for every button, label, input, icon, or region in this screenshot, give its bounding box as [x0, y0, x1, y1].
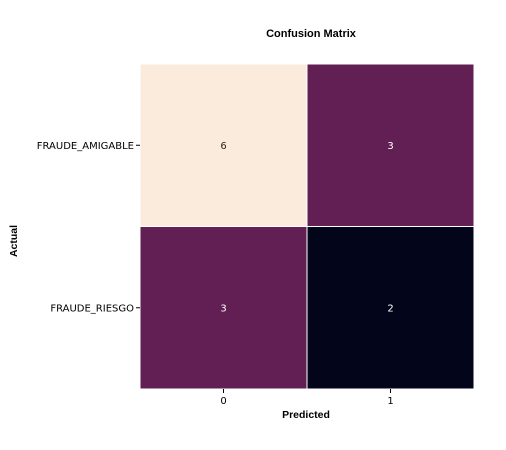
y-axis-label: Actual	[8, 225, 20, 257]
heatmap-cell-r0-c1	[306, 63, 475, 227]
x-tick-label: 0	[220, 396, 226, 407]
y-axis-ticks: FRAUDE_AMIGABLE FRAUDE_RIESGO	[37, 141, 140, 314]
y-tick-label: FRAUDE_RIESGO	[50, 303, 134, 314]
y-tick-label: FRAUDE_AMIGABLE	[37, 141, 134, 152]
x-tick-label: 1	[387, 396, 393, 407]
cell-annotation: 3	[220, 303, 226, 314]
chart-title: Confusion Matrix	[266, 28, 357, 40]
cell-annotations: 6 3 3 2	[220, 141, 393, 315]
heatmap-cells	[139, 63, 475, 390]
x-axis-label: Predicted	[282, 409, 330, 421]
heatmap-cell-r0-c0	[139, 63, 308, 227]
cell-annotation: 2	[387, 303, 393, 314]
heatmap-cell-r1-c0	[139, 226, 308, 390]
heatmap-cell-r1-c1	[306, 226, 475, 390]
cell-annotation: 3	[387, 141, 393, 152]
cell-annotation: 6	[220, 141, 226, 152]
